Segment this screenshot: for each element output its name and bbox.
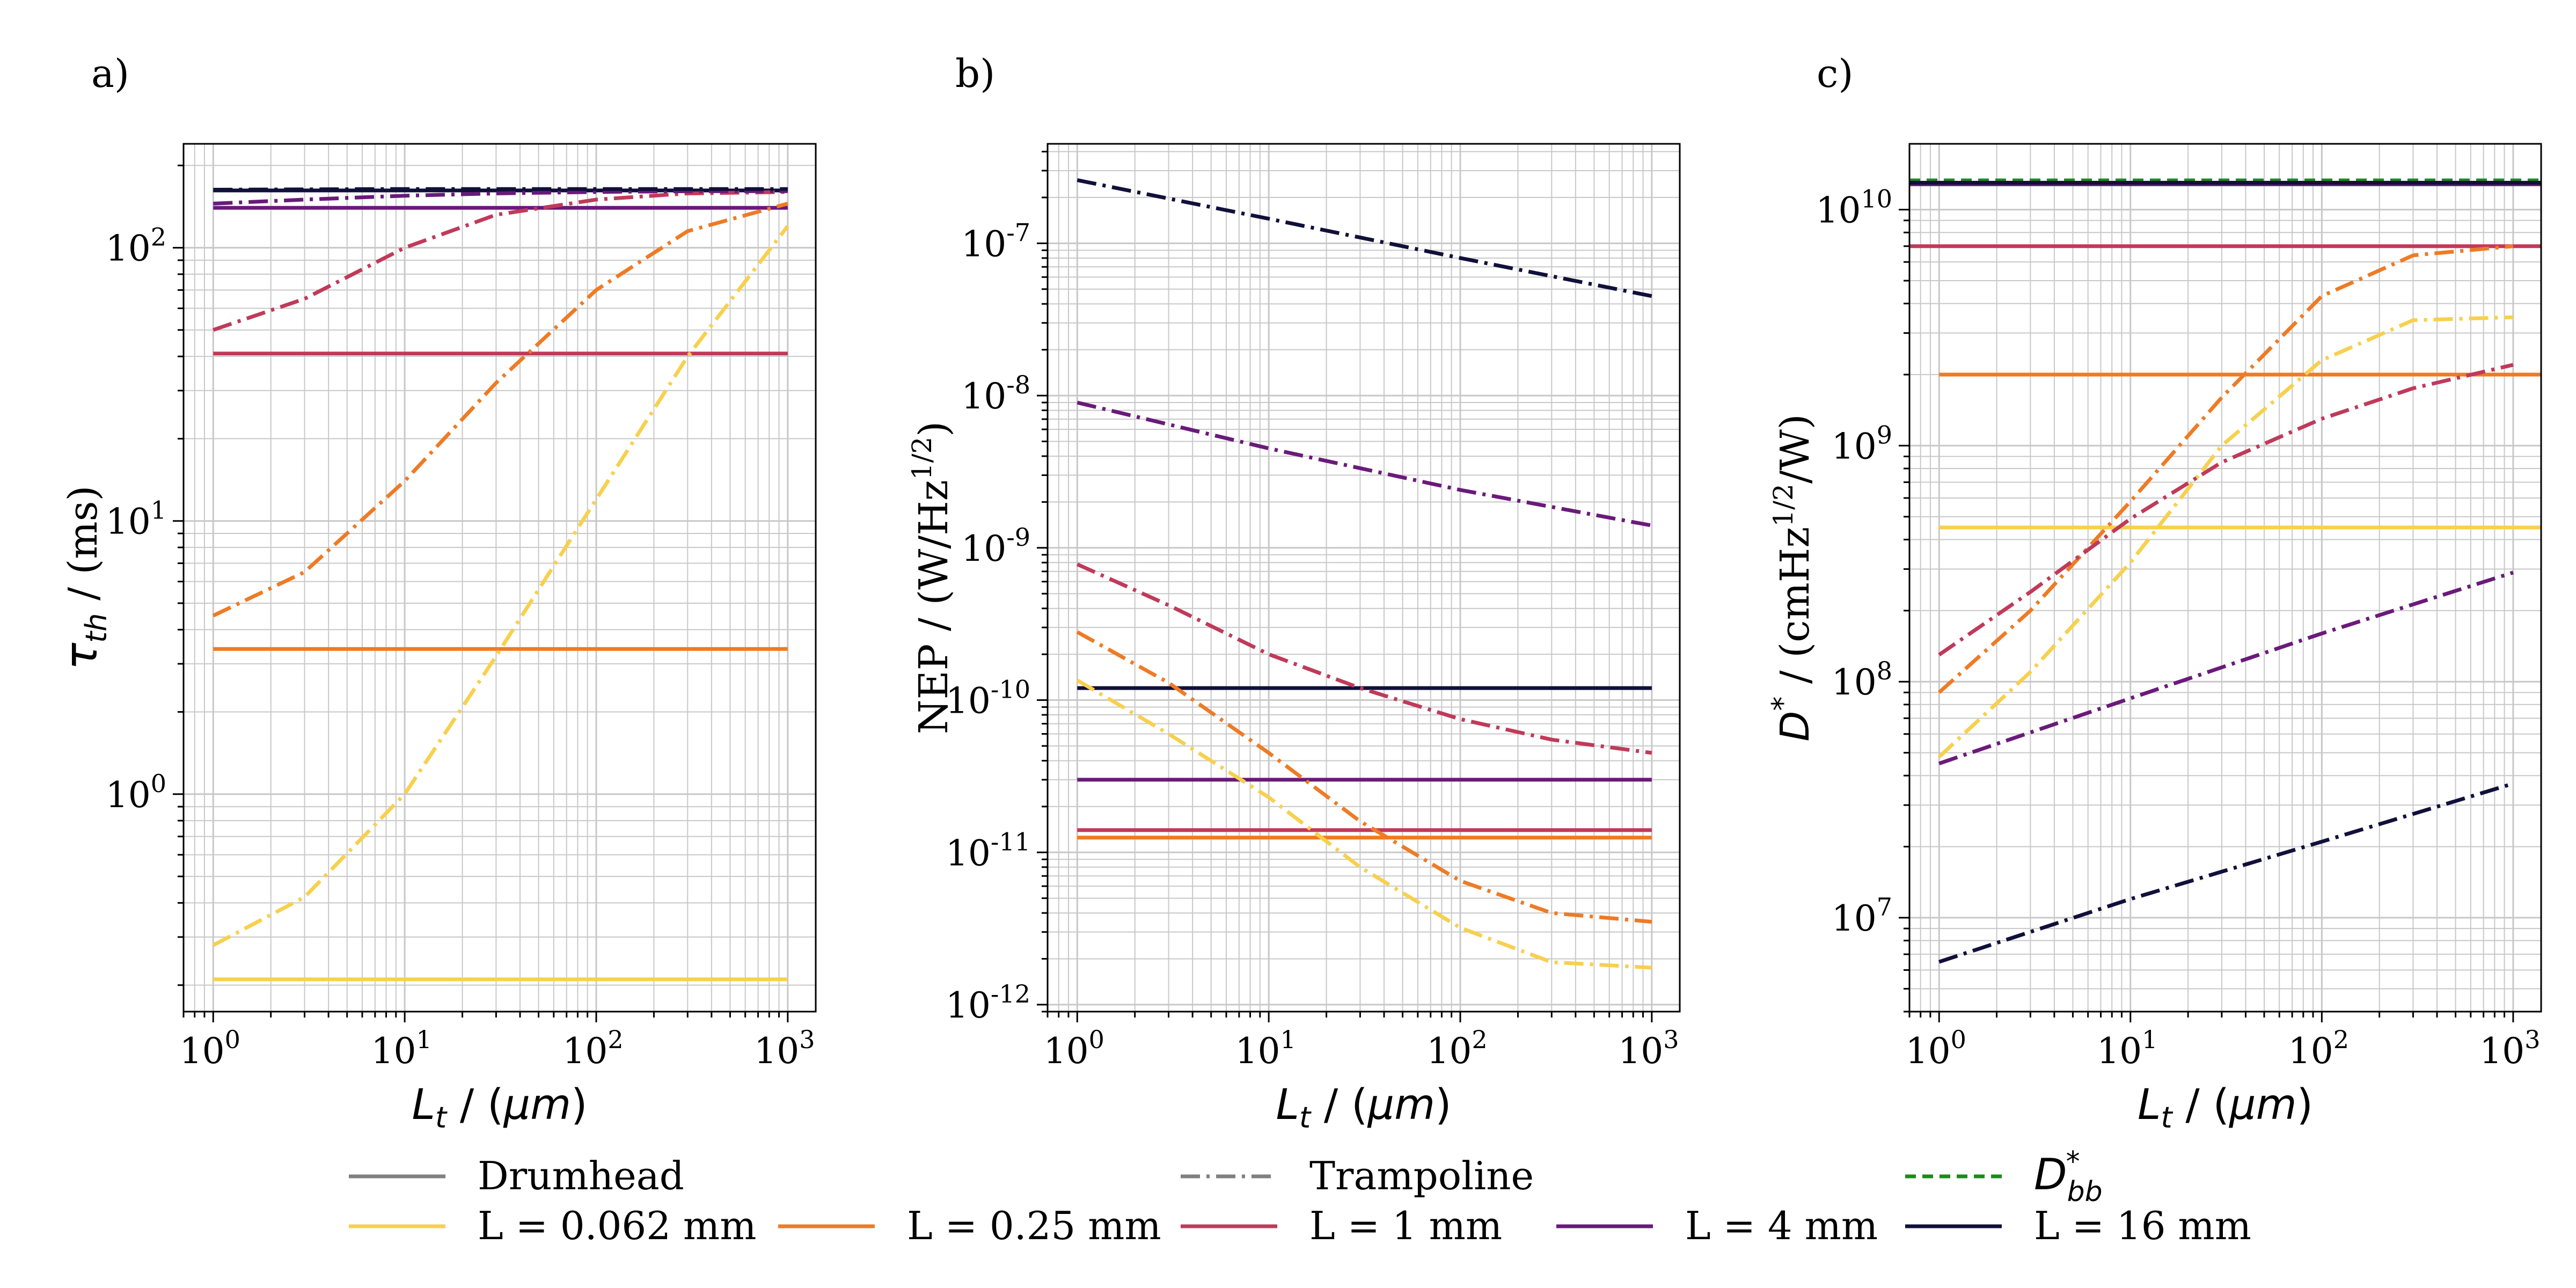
y-tick-label: 10-12 (946, 979, 1030, 1026)
x-tick-label: 100 (1906, 1025, 1966, 1072)
axes-frame (1046, 143, 1681, 1013)
legend-label: L = 0.25 mm (907, 1203, 1161, 1248)
x-axis-label: Lt / (μm) (2138, 1081, 2313, 1135)
ticks (173, 164, 789, 1022)
x-tick-label: 101 (1235, 1025, 1296, 1072)
y-tick-label: 10-11 (946, 827, 1030, 874)
y-tick-label: 107 (1832, 892, 1892, 939)
axes-frame (1908, 143, 2542, 1013)
y-tick-label: 10-7 (961, 218, 1030, 265)
x-tick-label: 103 (1618, 1025, 1679, 1072)
series-line-trampoline-l-16-mm (1077, 178, 1652, 298)
series-group (1076, 178, 1652, 970)
x-tick-label: 100 (1044, 1025, 1104, 1072)
x-tick-label: 102 (562, 1025, 623, 1072)
y-axis-label: NEP / (W/Hz1/2) (906, 421, 957, 734)
legend-item: L = 0.062 mm (349, 1203, 756, 1248)
panel-label: b) (955, 51, 995, 96)
series-group (212, 187, 789, 982)
legend-item: L = 4 mm (1556, 1203, 1878, 1248)
y-axis-label: D* / (cmHz1/2/W) (1766, 414, 1818, 741)
ticks (1899, 209, 2514, 1022)
grid (1909, 144, 2541, 1012)
y-tick-label: 101 (106, 496, 166, 543)
x-tick-label: 101 (2097, 1025, 2157, 1072)
x-tick-label: 102 (2288, 1025, 2349, 1072)
legend-label: Drumhead (478, 1153, 684, 1198)
legend-item: Trampoline (1181, 1153, 1534, 1198)
series-line-trampoline-l-4-mm (1077, 400, 1652, 528)
axes-frame (182, 143, 817, 1013)
legend-item: L = 0.25 mm (778, 1203, 1161, 1248)
legend: Drumhead Trampoline D* bb L = 0.062 mm L = 0.… (349, 1146, 2251, 1248)
series-line-trampoline-l-1-mm (1076, 562, 1652, 755)
legend-label: Trampoline (1309, 1153, 1534, 1198)
series-line-trampoline-l-0-25-mm (1937, 244, 2514, 694)
x-tick-label: 101 (371, 1025, 432, 1072)
x-axis-label: Lt / (μm) (412, 1081, 587, 1135)
series-line-trampoline-l-0-25-mm (212, 202, 788, 618)
series-group (1909, 178, 2541, 964)
series-line-trampoline-l-4-mm (213, 189, 788, 206)
x-tick-label: 103 (754, 1025, 815, 1072)
grid (184, 144, 816, 1012)
y-tick-label: 10-8 (961, 370, 1030, 417)
y-tick-label: 10-9 (961, 523, 1030, 569)
series-line-trampoline-l-1-mm (1938, 363, 2514, 656)
y-axis-label: τth / (ms) (55, 486, 113, 670)
legend-item: Drumhead (349, 1153, 684, 1198)
legend-label: L = 0.062 mm (478, 1203, 756, 1248)
y-tick-label: 108 (1832, 656, 1892, 703)
ticks (1037, 151, 1653, 1022)
y-tick-label: 1010 (1816, 185, 1892, 231)
x-axis-label: Lt / (μm) (1276, 1081, 1451, 1135)
series-line-trampoline-l-16-mm (1938, 781, 2514, 964)
panel-label: c) (1817, 51, 1853, 96)
series-line-trampoline-l-0-062-mm (212, 225, 789, 947)
series-line-trampoline-l-0-25-mm (1076, 630, 1652, 924)
series-line-trampoline-l-1-mm (213, 190, 788, 332)
series-line-trampoline-l-0-062-mm (1937, 315, 2514, 758)
x-tick-label: 102 (1426, 1025, 1487, 1072)
grid (1048, 144, 1680, 1012)
legend-label: D* bb (2034, 1146, 2103, 1208)
panel-label: a) (91, 51, 129, 96)
panel-2: 100 101 102 103 10-12 10-11 10-10 10-9 10-8 10-7 b… (906, 51, 1681, 1135)
legend-label: L = 1 mm (1309, 1203, 1502, 1248)
x-tick-label: 103 (2479, 1025, 2540, 1072)
y-tick-label: 109 (1832, 420, 1892, 467)
panels: 100 101 102 103 100 101 102 a) Lt / (μm) τth / (m… (55, 51, 2542, 1135)
legend-label: L = 16 mm (2034, 1203, 2251, 1248)
y-tick-label: 10-10 (946, 675, 1030, 722)
legend-label: L = 4 mm (1685, 1203, 1878, 1248)
y-tick-label: 100 (106, 769, 166, 816)
y-tick-label: 102 (106, 223, 166, 269)
legend-item: D* bb (1905, 1146, 2103, 1208)
panel-1: 100 101 102 103 100 101 102 a) Lt / (μm) τth / (m… (55, 51, 817, 1135)
series-line-trampoline-l-4-mm (1938, 570, 2514, 766)
x-tick-label: 100 (180, 1025, 240, 1072)
panel-3: 100 101 102 103 107 108 109 1010 c) Lt / (μm) D* /… (1766, 51, 2542, 1135)
legend-item: L = 16 mm (1905, 1203, 2251, 1248)
legend-item: L = 1 mm (1181, 1203, 1502, 1248)
